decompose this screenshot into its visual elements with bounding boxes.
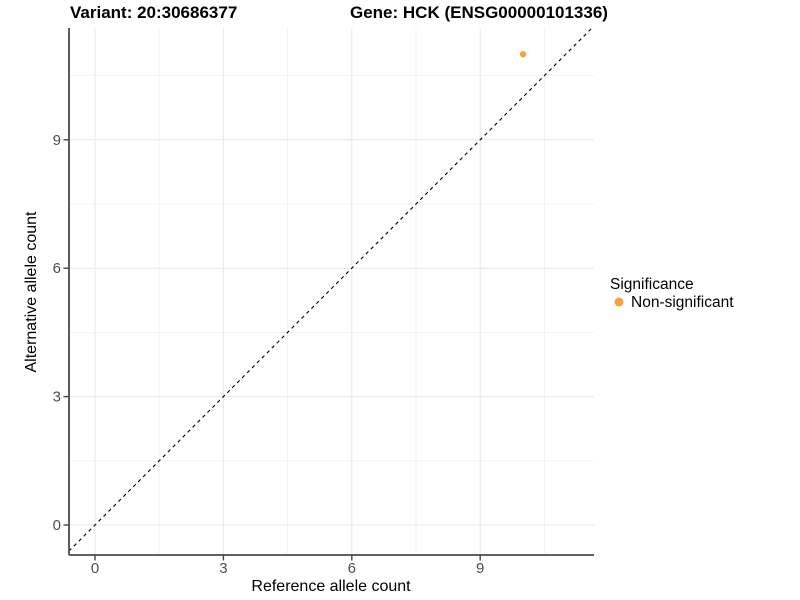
identity-line — [69, 28, 593, 552]
x-tick-label: 0 — [91, 560, 99, 577]
legend-title: Significance — [610, 276, 694, 293]
identity-line-group — [69, 28, 593, 552]
y-axis-ticks: 0 3 6 9 — [53, 132, 69, 534]
y-tick-label: 0 — [53, 517, 61, 534]
x-tick-label: 3 — [219, 560, 227, 577]
plot-title-gene: Gene: HCK (ENSG00000101336) — [350, 3, 608, 22]
gridlines-major — [69, 28, 594, 555]
x-axis-title: Reference allele count — [251, 578, 411, 595]
y-axis-title: Alternative allele count — [23, 211, 40, 373]
legend-point-icon — [614, 297, 624, 307]
plot-title-variant: Variant: 20:30686377 — [70, 3, 237, 22]
y-tick-label: 6 — [53, 260, 61, 277]
x-tick-label: 9 — [476, 560, 484, 577]
data-points — [519, 51, 527, 58]
x-tick-label: 6 — [348, 560, 356, 577]
gridlines-minor — [69, 28, 594, 555]
y-tick-label: 9 — [53, 132, 61, 149]
legend: Significance Non-significant — [610, 276, 734, 311]
data-point — [519, 51, 527, 58]
y-tick-label: 3 — [53, 389, 61, 406]
x-axis-ticks: 0 3 6 9 — [91, 555, 484, 577]
legend-item-label: Non-significant — [631, 294, 734, 311]
